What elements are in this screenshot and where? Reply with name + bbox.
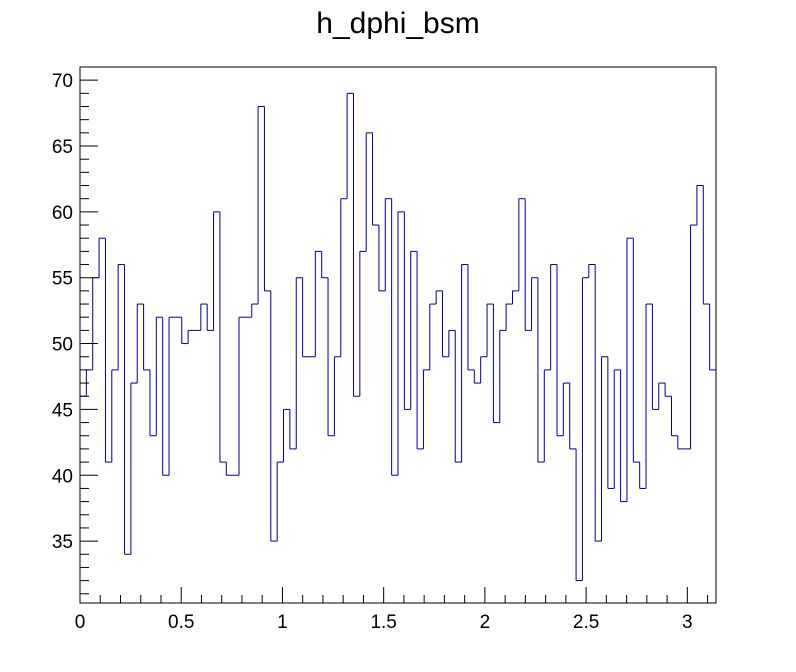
y-tick-label: 50	[52, 335, 73, 356]
y-tick-label: 65	[52, 137, 73, 158]
y-axis: 35 40 45 50 55 60 65 70	[52, 71, 98, 595]
y-tick-label: 60	[52, 203, 73, 224]
x-tick-label: 2.5	[573, 612, 599, 633]
chart-title: h_dphi_bsm	[316, 7, 479, 40]
y-tick-label: 40	[52, 466, 73, 487]
y-tick-label: 70	[52, 71, 73, 92]
x-tick-label: 0.5	[168, 612, 194, 633]
x-tick-label: 0	[75, 612, 86, 633]
y-tick-label: 45	[52, 400, 73, 421]
x-tick-label: 2	[480, 612, 491, 633]
y-tick-label: 55	[52, 269, 73, 290]
plot-frame	[79, 66, 717, 604]
x-tick-label: 1	[277, 612, 288, 633]
x-tick-label: 3	[682, 612, 693, 633]
histogram-bins	[80, 92, 716, 582]
x-axis: 0 0.5 1 1.5 2 2.5 3	[75, 587, 709, 633]
x-tick-label: 1.5	[370, 612, 396, 633]
y-tick-label: 35	[52, 532, 73, 553]
